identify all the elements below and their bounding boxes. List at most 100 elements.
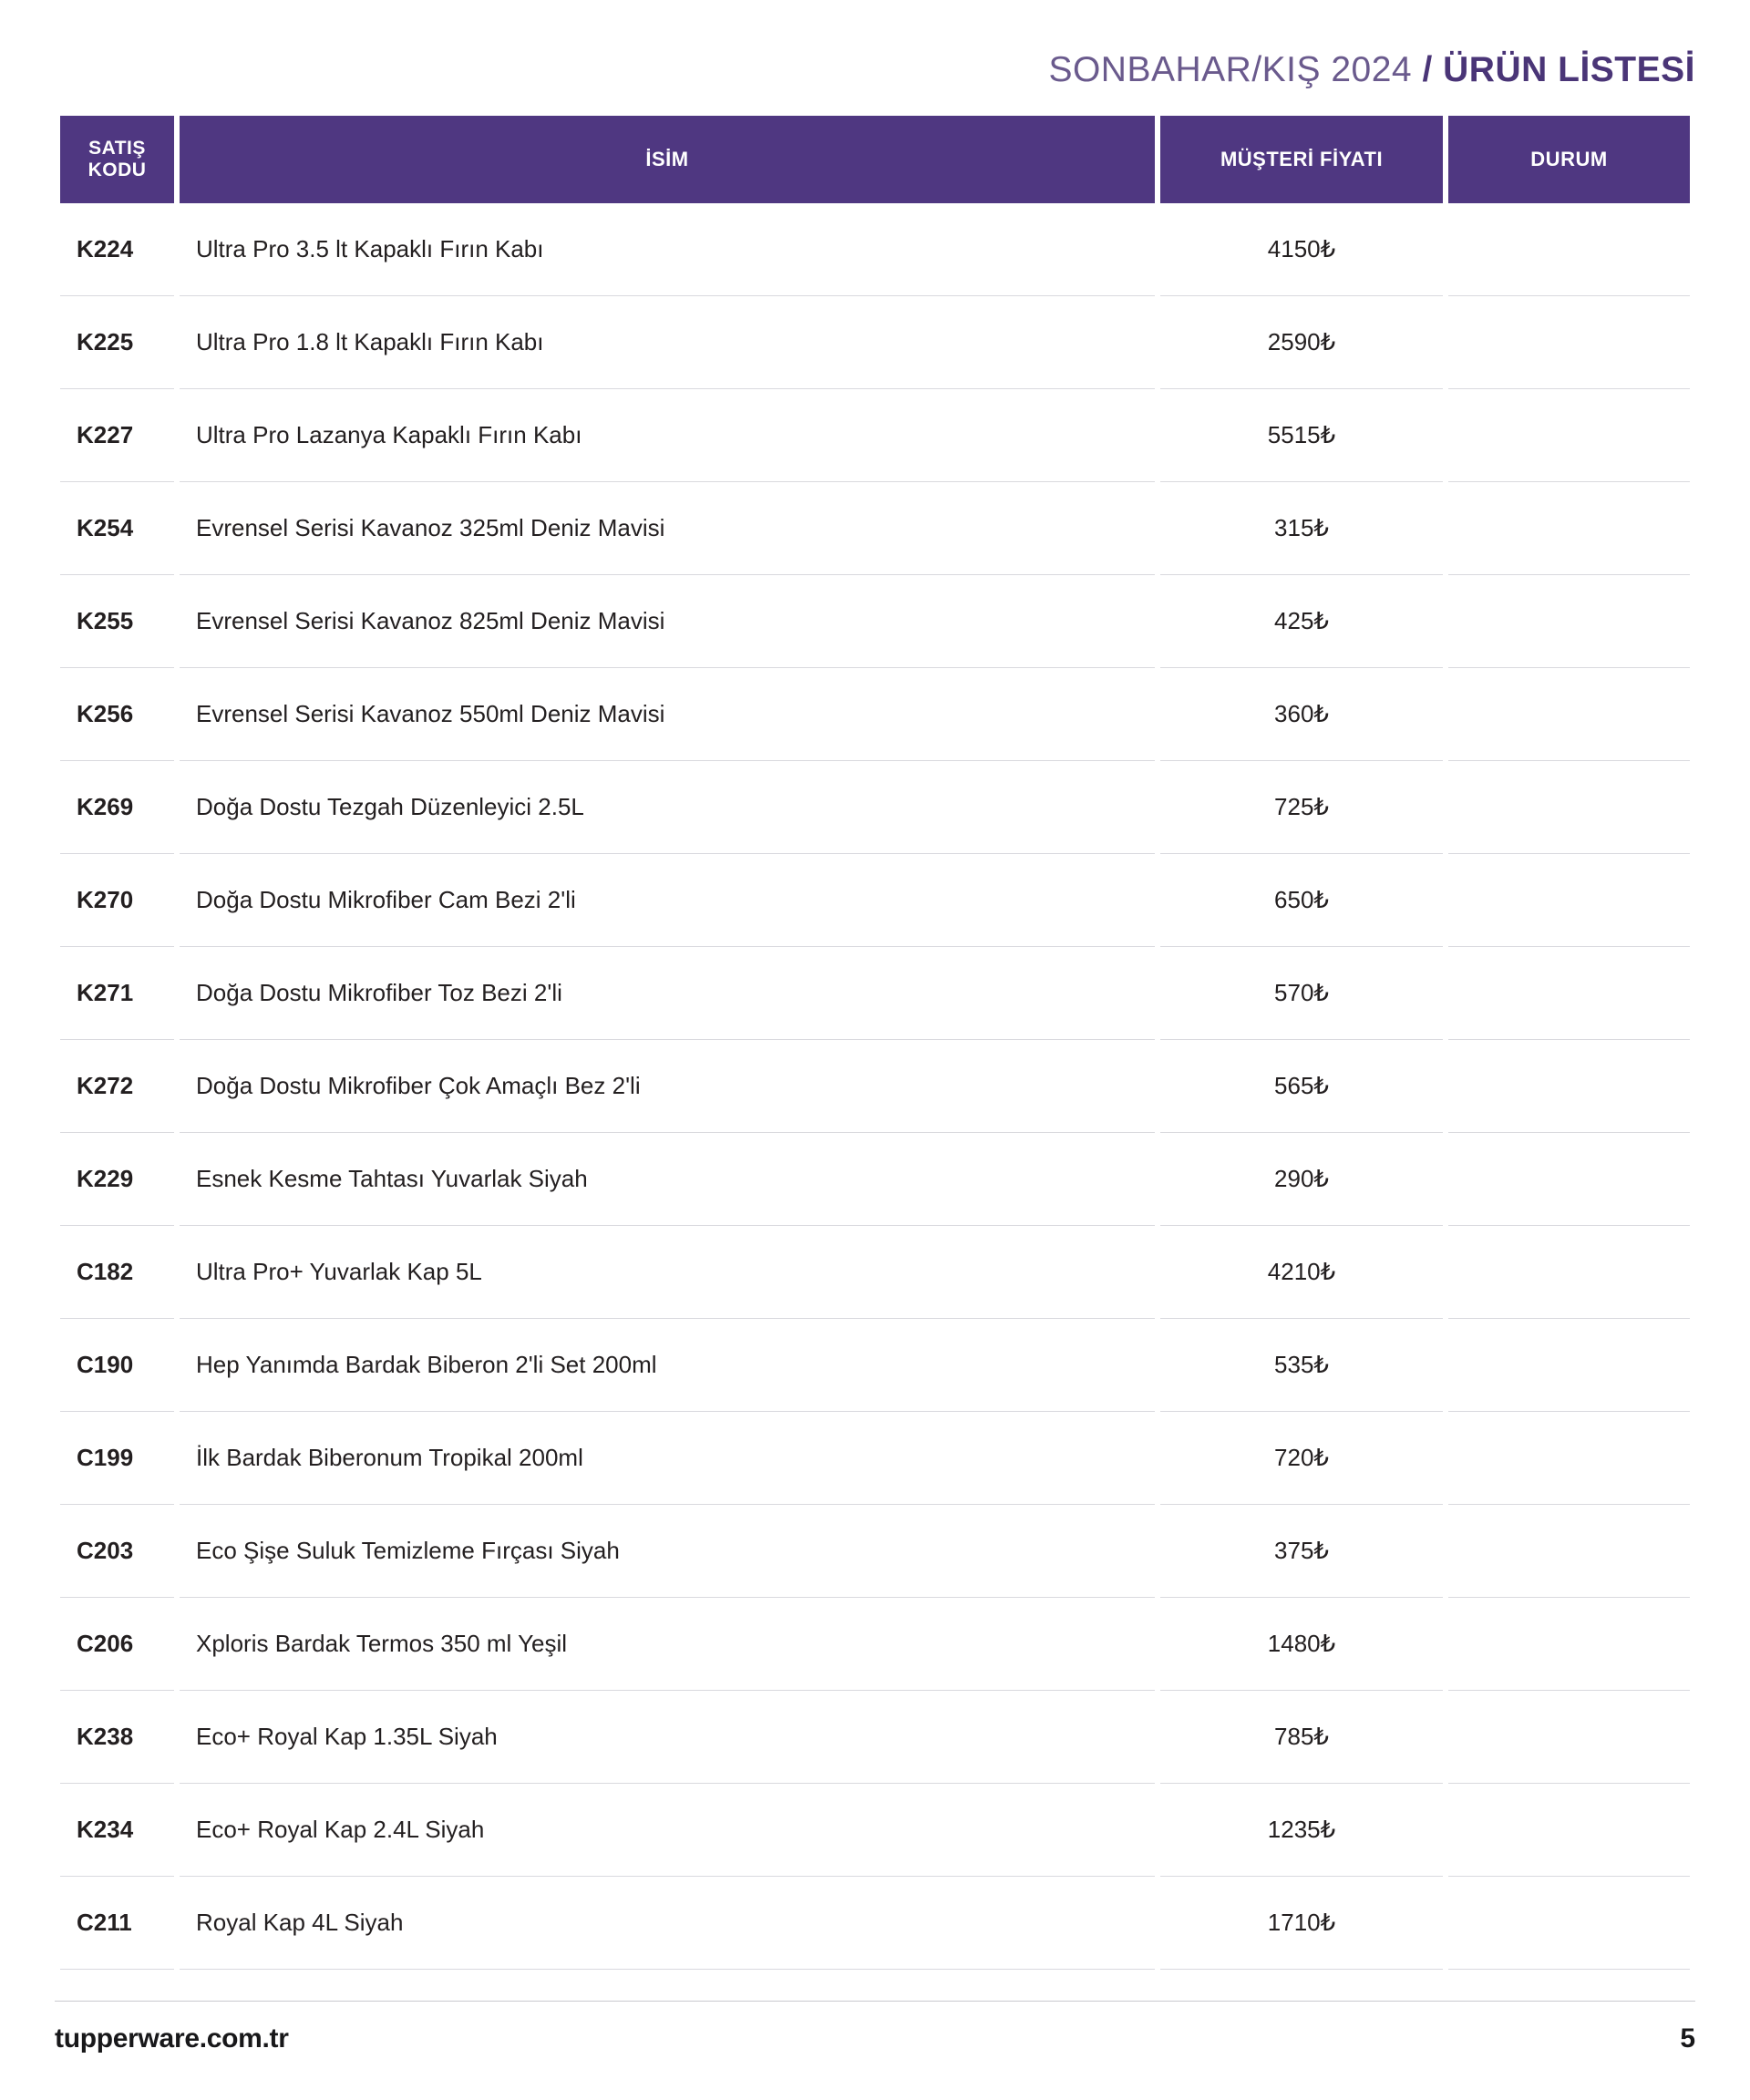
col-header-name: İSİM (180, 116, 1155, 203)
cell-name: Eco+ Royal Kap 2.4L Siyah (180, 1784, 1155, 1877)
cell-price: 720₺ (1160, 1412, 1443, 1505)
table-body: K224Ultra Pro 3.5 lt Kapaklı Fırın Kabı4… (60, 203, 1690, 1970)
cell-price: 1480₺ (1160, 1598, 1443, 1691)
cell-status (1448, 1877, 1690, 1970)
cell-name: Evrensel Serisi Kavanoz 325ml Deniz Mavi… (180, 482, 1155, 575)
title-main: ÜRÜN LİSTESİ (1443, 50, 1695, 89)
cell-name: Evrensel Serisi Kavanoz 825ml Deniz Mavi… (180, 575, 1155, 668)
cell-status (1448, 1784, 1690, 1877)
cell-code: C203 (60, 1505, 174, 1598)
cell-code: K229 (60, 1133, 174, 1226)
cell-name: Ultra Pro Lazanya Kapaklı Fırın Kabı (180, 389, 1155, 482)
cell-status (1448, 203, 1690, 296)
cell-code: K254 (60, 482, 174, 575)
cell-name: Evrensel Serisi Kavanoz 550ml Deniz Mavi… (180, 668, 1155, 761)
page-footer: tupperware.com.tr 5 (55, 2001, 1695, 2054)
cell-code: C211 (60, 1877, 174, 1970)
cell-code: C199 (60, 1412, 174, 1505)
cell-price: 785₺ (1160, 1691, 1443, 1784)
title-separator: / (1422, 50, 1443, 89)
cell-code: C190 (60, 1319, 174, 1412)
table-row: C206Xploris Bardak Termos 350 ml Yeşil14… (60, 1598, 1690, 1691)
cell-price: 2590₺ (1160, 296, 1443, 389)
cell-name: Xploris Bardak Termos 350 ml Yeşil (180, 1598, 1155, 1691)
cell-price: 4210₺ (1160, 1226, 1443, 1319)
table-row: K269Doğa Dostu Tezgah Düzenleyici 2.5L72… (60, 761, 1690, 854)
cell-code: K225 (60, 296, 174, 389)
cell-price: 650₺ (1160, 854, 1443, 947)
cell-price: 535₺ (1160, 1319, 1443, 1412)
cell-status (1448, 947, 1690, 1040)
page-title: SONBAHAR/KIŞ 2024 / ÜRÜN LİSTESİ (55, 50, 1695, 90)
cell-price: 1235₺ (1160, 1784, 1443, 1877)
cell-status (1448, 296, 1690, 389)
table-row: K227Ultra Pro Lazanya Kapaklı Fırın Kabı… (60, 389, 1690, 482)
table-row: K255Evrensel Serisi Kavanoz 825ml Deniz … (60, 575, 1690, 668)
cell-name: Eco+ Royal Kap 1.35L Siyah (180, 1691, 1155, 1784)
cell-code: K255 (60, 575, 174, 668)
cell-status (1448, 668, 1690, 761)
cell-status (1448, 1040, 1690, 1133)
cell-status (1448, 1691, 1690, 1784)
table-row: K234Eco+ Royal Kap 2.4L Siyah1235₺ (60, 1784, 1690, 1877)
footer-page: 5 (1680, 2023, 1695, 2054)
cell-price: 1710₺ (1160, 1877, 1443, 1970)
col-header-price: MÜŞTERİ FİYATI (1160, 116, 1443, 203)
cell-price: 565₺ (1160, 1040, 1443, 1133)
cell-status (1448, 1412, 1690, 1505)
cell-name: Esnek Kesme Tahtası Yuvarlak Siyah (180, 1133, 1155, 1226)
cell-name: Doğa Dostu Mikrofiber Çok Amaçlı Bez 2'l… (180, 1040, 1155, 1133)
product-table: SATIŞ KODU İSİM MÜŞTERİ FİYATI DURUM K22… (55, 116, 1695, 1970)
cell-name: Royal Kap 4L Siyah (180, 1877, 1155, 1970)
cell-status (1448, 761, 1690, 854)
table-row: C211Royal Kap 4L Siyah1710₺ (60, 1877, 1690, 1970)
cell-status (1448, 1319, 1690, 1412)
cell-price: 5515₺ (1160, 389, 1443, 482)
cell-code: K234 (60, 1784, 174, 1877)
footer-domain: tupperware.com.tr (55, 2023, 289, 2054)
cell-code: K269 (60, 761, 174, 854)
cell-code: C206 (60, 1598, 174, 1691)
table-row: K272Doğa Dostu Mikrofiber Çok Amaçlı Bez… (60, 1040, 1690, 1133)
cell-status (1448, 482, 1690, 575)
cell-name: Doğa Dostu Mikrofiber Cam Bezi 2'li (180, 854, 1155, 947)
cell-status (1448, 389, 1690, 482)
cell-name: Doğa Dostu Tezgah Düzenleyici 2.5L (180, 761, 1155, 854)
cell-price: 570₺ (1160, 947, 1443, 1040)
cell-name: Doğa Dostu Mikrofiber Toz Bezi 2'li (180, 947, 1155, 1040)
table-row: K270Doğa Dostu Mikrofiber Cam Bezi 2'li6… (60, 854, 1690, 947)
cell-status (1448, 1133, 1690, 1226)
cell-price: 4150₺ (1160, 203, 1443, 296)
table-head: SATIŞ KODU İSİM MÜŞTERİ FİYATI DURUM (60, 116, 1690, 203)
cell-name: İlk Bardak Biberonum Tropikal 200ml (180, 1412, 1155, 1505)
cell-code: K238 (60, 1691, 174, 1784)
cell-code: K271 (60, 947, 174, 1040)
catalog-page: SONBAHAR/KIŞ 2024 / ÜRÜN LİSTESİ SATIŞ K… (0, 0, 1750, 2100)
cell-code: C182 (60, 1226, 174, 1319)
cell-name: Eco Şişe Suluk Temizleme Fırçası Siyah (180, 1505, 1155, 1598)
cell-code: K256 (60, 668, 174, 761)
table-row: K254Evrensel Serisi Kavanoz 325ml Deniz … (60, 482, 1690, 575)
cell-price: 290₺ (1160, 1133, 1443, 1226)
cell-price: 315₺ (1160, 482, 1443, 575)
table-row: C203Eco Şişe Suluk Temizleme Fırçası Siy… (60, 1505, 1690, 1598)
table-row: C182Ultra Pro+ Yuvarlak Kap 5L4210₺ (60, 1226, 1690, 1319)
col-header-status: DURUM (1448, 116, 1690, 203)
cell-price: 725₺ (1160, 761, 1443, 854)
cell-price: 375₺ (1160, 1505, 1443, 1598)
cell-code: K224 (60, 203, 174, 296)
table-row: K224Ultra Pro 3.5 lt Kapaklı Fırın Kabı4… (60, 203, 1690, 296)
title-season: SONBAHAR/KIŞ 2024 (1048, 50, 1422, 89)
cell-status (1448, 575, 1690, 668)
table-row: C199İlk Bardak Biberonum Tropikal 200ml7… (60, 1412, 1690, 1505)
cell-price: 360₺ (1160, 668, 1443, 761)
cell-code: K270 (60, 854, 174, 947)
cell-code: K272 (60, 1040, 174, 1133)
cell-status (1448, 1598, 1690, 1691)
cell-name: Ultra Pro 1.8 lt Kapaklı Fırın Kabı (180, 296, 1155, 389)
table-row: K271Doğa Dostu Mikrofiber Toz Bezi 2'li5… (60, 947, 1690, 1040)
table-row: K256Evrensel Serisi Kavanoz 550ml Deniz … (60, 668, 1690, 761)
table-row: C190Hep Yanımda Bardak Biberon 2'li Set … (60, 1319, 1690, 1412)
cell-status (1448, 1505, 1690, 1598)
cell-name: Ultra Pro 3.5 lt Kapaklı Fırın Kabı (180, 203, 1155, 296)
